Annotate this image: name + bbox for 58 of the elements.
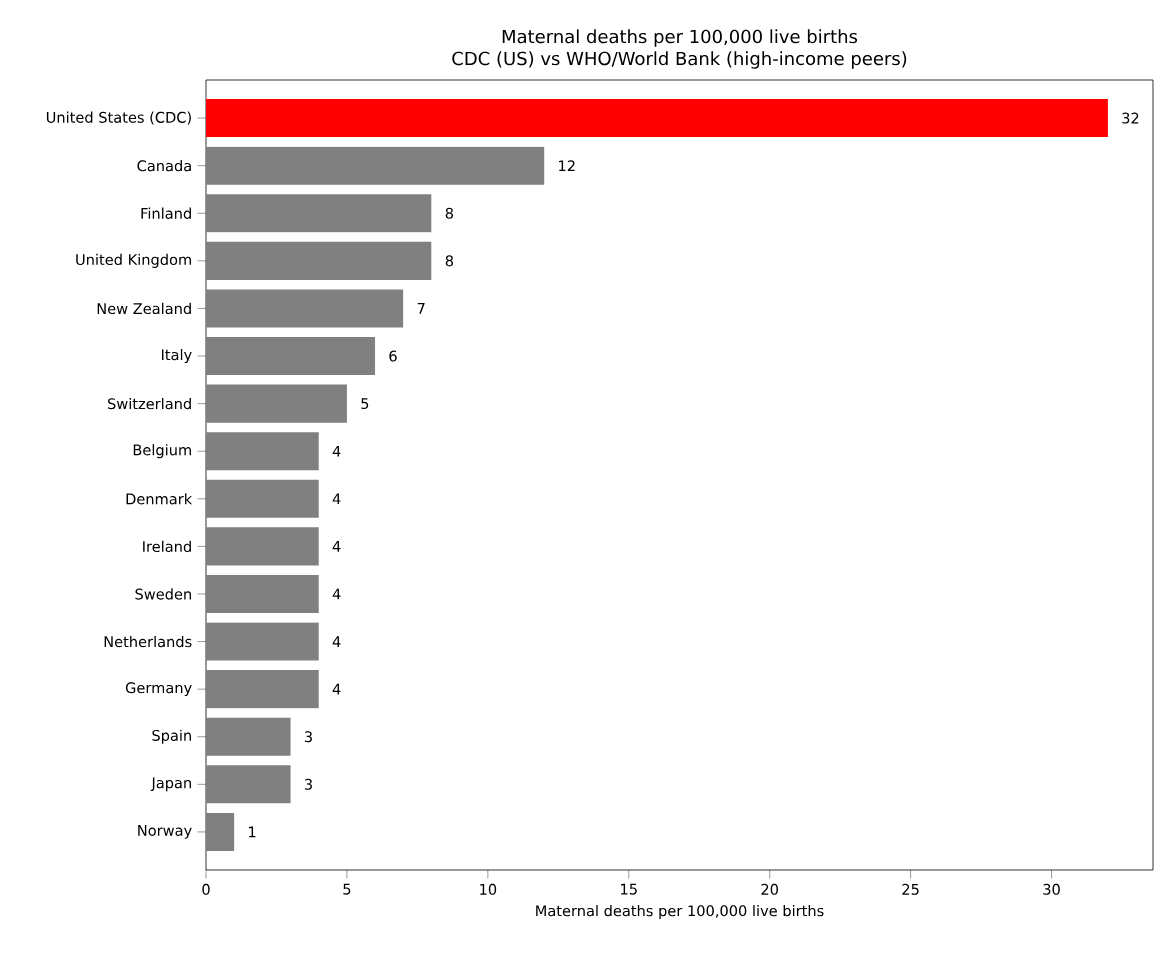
y-tick-label: New Zealand	[97, 302, 191, 315]
y-tick-label: Norway	[138, 825, 192, 839]
y-tick-label: United Kingdom	[76, 253, 191, 268]
data-label: 7	[417, 303, 425, 314]
data-label: 3	[304, 778, 312, 790]
bar	[206, 717, 291, 756]
x-tick-label: 20	[761, 883, 778, 895]
y-tick-label: Spain	[152, 729, 191, 744]
bar	[206, 527, 319, 566]
bar	[206, 194, 432, 233]
data-label: 4	[332, 445, 341, 457]
y-tick-label: United States (CDC)	[46, 111, 191, 125]
y-tick-label: Belgium	[133, 444, 191, 459]
y-tick-label: Switzerland	[108, 397, 191, 410]
x-tick-label: 5	[343, 883, 351, 895]
y-tick-label: Italy	[161, 348, 192, 364]
bar	[206, 479, 319, 518]
data-label: 4	[332, 636, 341, 647]
y-tick-label: Sweden	[135, 588, 191, 600]
y-tick-label: Germany	[125, 682, 192, 697]
y-tick-label: Denmark	[126, 493, 193, 505]
x-tick-label: 25	[902, 883, 919, 895]
bar	[206, 670, 319, 709]
chart-subtitle: CDC (US) vs WHO/World Bank (high-income peers)	[452, 51, 907, 69]
data-label: 4	[332, 588, 341, 600]
bar	[206, 765, 291, 804]
data-label: 32	[1122, 112, 1139, 124]
data-label: 4	[332, 683, 341, 695]
data-label: 3	[304, 731, 312, 743]
y-tick-label: Ireland	[143, 540, 191, 553]
bar	[206, 289, 404, 328]
y-tick-label: Japan	[150, 777, 191, 792]
chart-title: Maternal deaths per 100,000 live births	[502, 29, 858, 47]
bar	[206, 432, 319, 471]
data-label: 1	[249, 826, 256, 838]
bar	[206, 241, 432, 280]
data-label: 12	[559, 160, 575, 172]
y-tick-label: Canada	[137, 160, 191, 172]
data-label: 8	[445, 255, 454, 267]
x-tick-label: 15	[621, 883, 637, 895]
data-label: 4	[332, 541, 341, 552]
data-label: 8	[445, 207, 454, 219]
bar	[206, 384, 347, 423]
data-label: 4	[332, 493, 341, 505]
data-label: 5	[361, 398, 369, 410]
x-axis-title: Maternal deaths per 100,000 live births	[536, 904, 824, 920]
x-tick-label: 10	[480, 883, 497, 895]
x-tick-label: 0	[202, 883, 210, 895]
x-tick-label: 30	[1043, 883, 1060, 895]
bar	[206, 622, 319, 661]
bar	[206, 336, 376, 376]
bar	[206, 146, 545, 185]
y-tick-label: Netherlands	[104, 635, 192, 648]
y-tick-label: Finland	[141, 207, 191, 219]
data-label: 6	[389, 350, 397, 362]
bar	[206, 574, 319, 614]
bar	[206, 812, 235, 851]
bar	[206, 99, 1108, 138]
